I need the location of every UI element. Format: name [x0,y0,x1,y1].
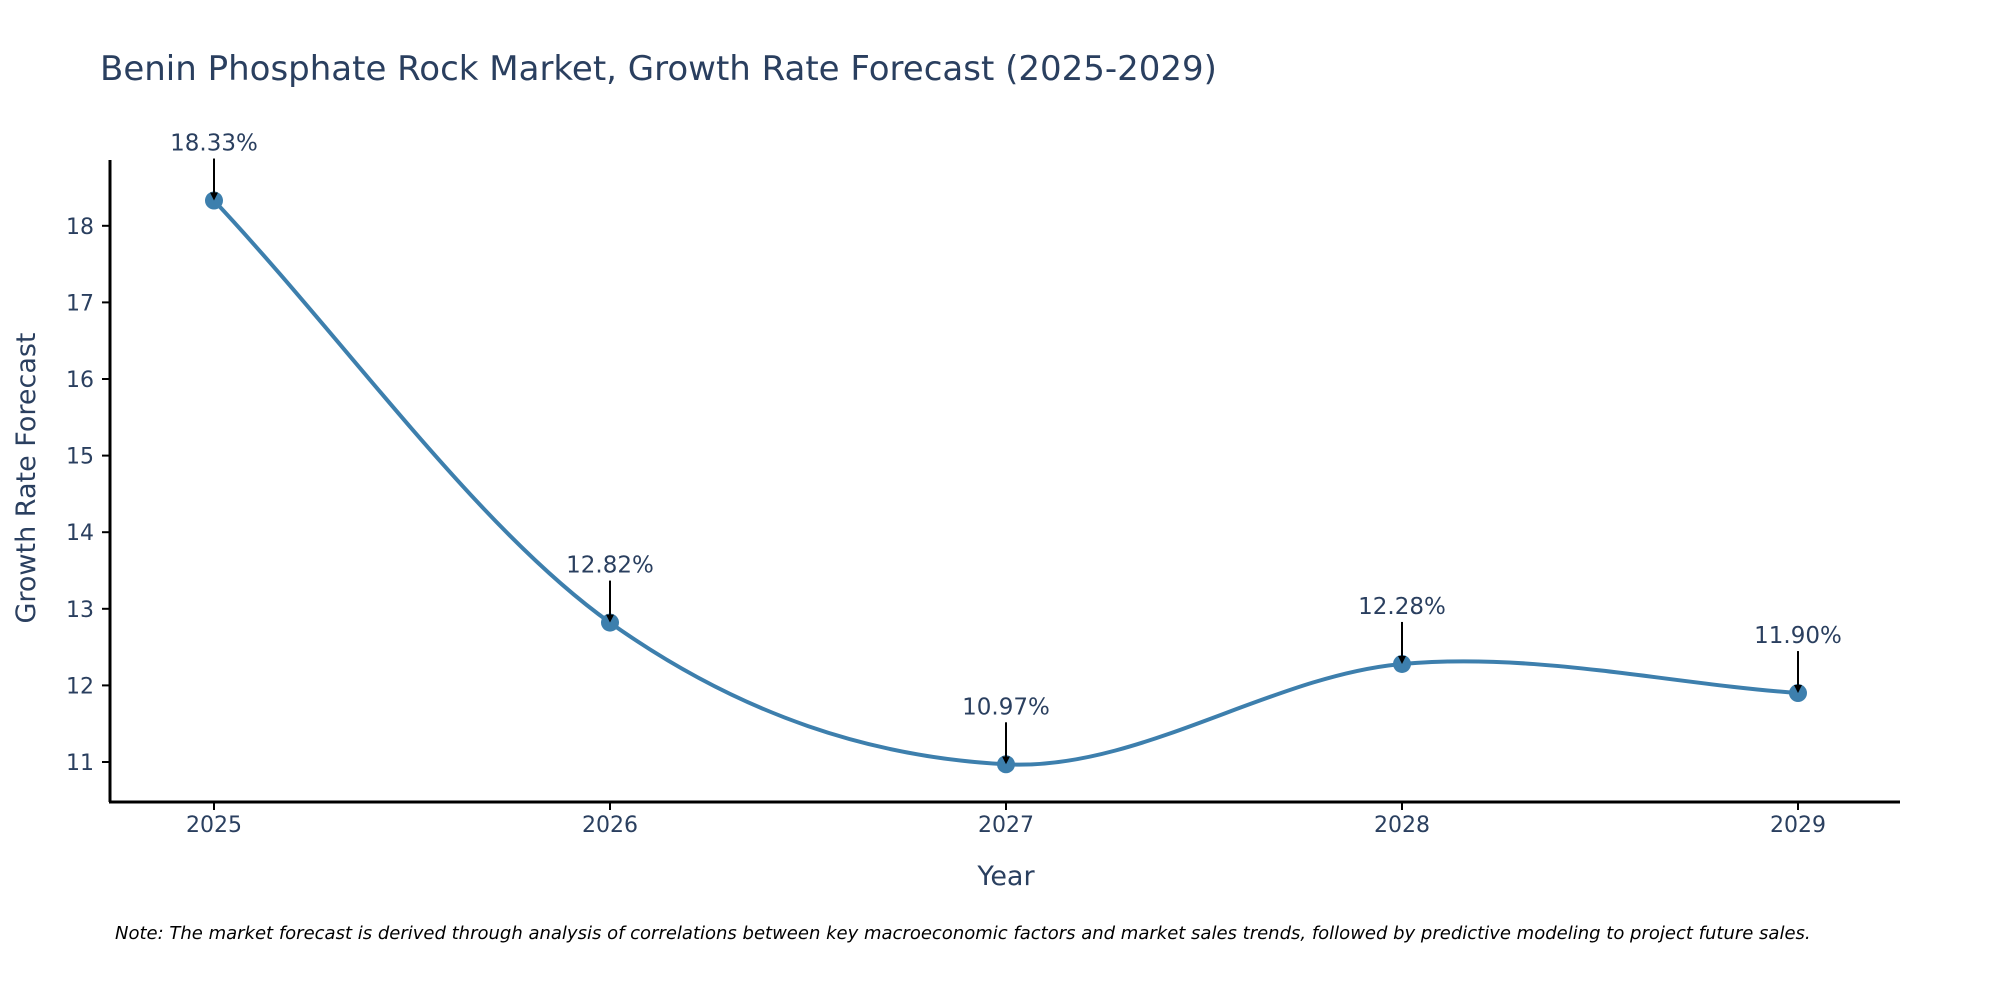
axes [108,160,1900,804]
x-axis-label: Year [976,861,1035,892]
data-point [601,613,619,632]
footnote: Note: The market forecast is derived thr… [115,923,1811,944]
y-axis-label: Growth Rate Forecast [11,332,42,623]
data-label: 12.28% [1358,594,1446,620]
y-tick-label: 15 [66,445,94,470]
chart-title: Benin Phosphate Rock Market, Growth Rate… [100,49,1217,89]
data-point [1393,654,1411,673]
series-line [212,199,1799,767]
x-tick-label: 2027 [978,813,1034,838]
x-tick-labels: 2025 2026 2027 2028 2029 [186,802,1826,838]
data-label: 12.82% [566,553,654,579]
y-tick-label: 13 [66,598,94,623]
y-tick-label: 11 [66,751,94,776]
data-points [205,191,1807,774]
y-tick-labels: 11 12 13 14 15 16 17 18 [66,215,110,776]
data-label: 18.33% [170,131,258,157]
x-tick-label: 2026 [582,813,638,838]
y-tick-label: 14 [66,521,94,546]
y-tick-label: 12 [66,674,94,699]
data-annotations: 18.33% 12.82% 10.97% 12.28% 11.90% [170,131,1842,765]
data-point [1789,684,1807,703]
x-tick-label: 2025 [186,813,242,838]
data-label: 11.90% [1754,623,1842,649]
y-tick-label: 16 [66,368,94,393]
data-point [997,755,1015,774]
y-tick-label: 17 [66,291,94,316]
y-tick-label: 18 [66,215,94,240]
data-label: 10.97% [962,694,1050,720]
x-tick-label: 2028 [1374,813,1430,838]
data-point [205,191,223,210]
x-tick-label: 2029 [1770,813,1826,838]
